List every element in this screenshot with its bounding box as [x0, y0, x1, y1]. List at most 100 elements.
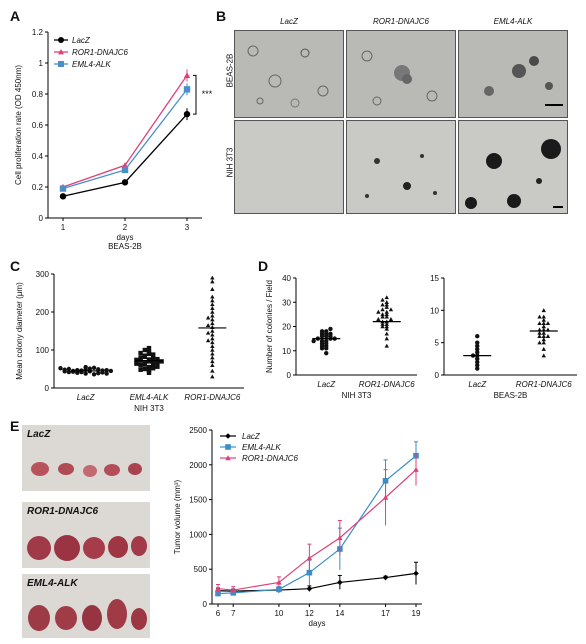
dr-point: [541, 308, 546, 313]
dl-ylabel: Number of colonies / Field: [265, 280, 274, 373]
dl-point: [324, 329, 329, 334]
dl-subtitle: NIH 3T3: [342, 391, 372, 400]
e-xtick-label: 10: [274, 609, 283, 618]
panel-label-c: C: [10, 258, 21, 274]
a-xtick-label: 3: [185, 223, 190, 232]
a-xlabel: days: [117, 233, 134, 242]
c-point: [205, 323, 211, 328]
a-subtitle: BEAS-2B: [108, 242, 142, 250]
dl-ytick-label: 0: [287, 371, 292, 380]
e-ytick-label: 2500: [189, 426, 207, 435]
col-title-lacz: LacZ: [280, 17, 298, 26]
c-point: [210, 336, 215, 341]
e-xtick-label: 19: [412, 609, 421, 618]
dr-xtick-label: LacZ: [468, 380, 487, 389]
c-point: [210, 344, 215, 348]
tumor-label-ror1: ROR1-DNAJC6: [27, 506, 99, 517]
c-point: [91, 372, 97, 377]
e-ytick-label: 500: [194, 565, 208, 574]
dl-point: [328, 331, 333, 336]
a-ytick-label: 0.4: [32, 152, 44, 161]
panel-d-scatter-nih3t3: 0 10 20 30 40 LacZ ROR1-DNAJC6 NIH 3T3 Number of…: [265, 274, 417, 400]
dl-point: [384, 300, 389, 305]
c-point: [66, 366, 72, 372]
dl-point: [384, 326, 389, 331]
dr-point: [541, 340, 546, 345]
c-point: [138, 350, 143, 356]
c-point: [91, 365, 97, 371]
c-point: [142, 366, 147, 372]
c-ytick-label: 0: [45, 384, 50, 393]
e-line-EML4-ALK: [217, 455, 417, 595]
c-point: [151, 356, 156, 361]
c-point: [146, 349, 152, 355]
dl-point: [384, 309, 389, 314]
dl-point: [384, 295, 389, 300]
dr-ytick-label: 15: [430, 274, 439, 283]
e-point-ROR1-DNAJC6: [382, 494, 389, 500]
a-legend-marker: [58, 37, 64, 43]
c-point: [210, 302, 215, 307]
dl-point: [376, 309, 381, 314]
a-legend-marker: [58, 61, 64, 67]
c-point: [159, 359, 164, 364]
c-point: [210, 279, 215, 284]
dr-point: [541, 314, 546, 319]
micrograph-beas2b-ror1: [346, 30, 456, 118]
c-point: [134, 357, 139, 363]
c-point: [138, 355, 143, 360]
c-point: [210, 317, 215, 322]
e-ytick-label: 1000: [189, 530, 207, 539]
a-point-LacZ: [121, 179, 129, 186]
dl-ytick-label: 40: [282, 274, 291, 283]
c-xtick-label: EML4-ALK: [130, 393, 169, 402]
c-point: [151, 359, 156, 365]
col-title-ror1: ROR1-DNAJC6: [372, 17, 429, 26]
e-point-EML4-ALK: [215, 590, 221, 597]
dr-point: [475, 356, 480, 362]
e-ytick-label: 0: [203, 600, 208, 609]
c-point: [210, 328, 215, 333]
e-legend-marker: [225, 433, 231, 439]
a-ytick-label: 1: [39, 59, 44, 68]
dr-point: [475, 346, 480, 352]
e-ytick-label: 1500: [189, 496, 207, 505]
e-point-LacZ: [306, 585, 313, 592]
c-ytick-label: 300: [36, 270, 50, 279]
dr-point: [541, 353, 546, 358]
micrograph-beas2b-eml4: [458, 30, 568, 118]
c-point: [58, 366, 63, 371]
dl-ytick-label: 20: [282, 323, 291, 332]
a-xtick-label: 2: [123, 223, 128, 232]
dl-point: [384, 312, 389, 317]
c-point: [142, 361, 147, 366]
c-point: [210, 321, 215, 326]
dr-point: [475, 363, 480, 368]
e-xlabel: days: [309, 619, 326, 628]
a-ylabel: Cell proliferation rate (OD 450nm): [14, 65, 23, 185]
e-xtick-label: 6: [216, 609, 221, 618]
c-point: [210, 368, 215, 373]
dr-point: [537, 340, 542, 345]
c-point: [146, 357, 152, 362]
panel-label-d: D: [258, 258, 269, 274]
dl-point: [388, 317, 394, 321]
c-point: [210, 363, 215, 367]
dl-point: [311, 338, 316, 344]
a-xtick-label: 1: [61, 223, 66, 232]
dl-point: [388, 307, 394, 312]
e-xtick-label: 7: [231, 609, 236, 618]
dl-point: [319, 329, 325, 334]
e-xtick-label: 17: [381, 609, 390, 618]
dl-point: [376, 317, 381, 321]
dr-point: [475, 340, 480, 345]
dl-point: [384, 321, 389, 326]
dl-point: [380, 324, 385, 329]
dr-point: [541, 324, 546, 329]
a-sig-bracket: [193, 74, 197, 115]
a-point-ROR1-DNAJC6: [183, 72, 191, 78]
a-ytick-label: 0.8: [32, 90, 44, 99]
dl-point: [324, 338, 329, 344]
c-point: [142, 353, 147, 358]
a-legend-label: LacZ: [72, 36, 91, 45]
